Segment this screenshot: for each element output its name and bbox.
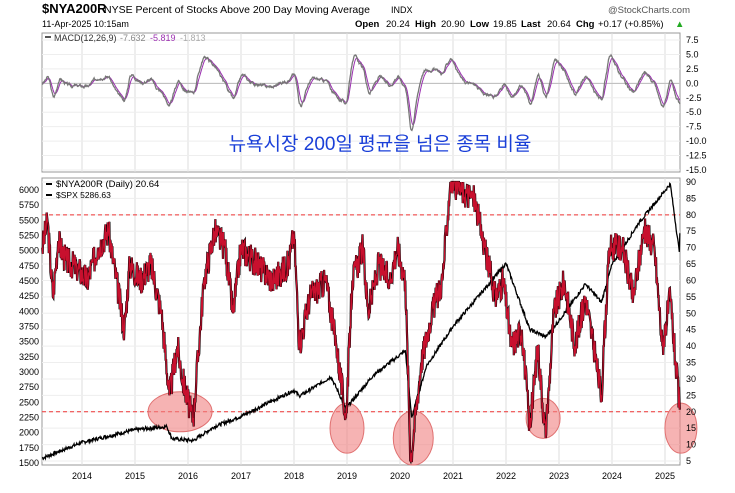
macd-y-tick-label: -2.5 bbox=[686, 93, 702, 103]
macd-y-tick-label: -10.0 bbox=[686, 136, 707, 146]
svg-text:$SPX 5286.63: $SPX 5286.63 bbox=[56, 190, 111, 200]
x-tick-label: 2018 bbox=[284, 471, 304, 481]
macd-y-tick-label: -7.5 bbox=[686, 122, 702, 132]
korean-annotation: 뉴욕시장 200일 평균을 넘은 종목 비율 bbox=[229, 133, 532, 155]
right-y-tick-label: 75 bbox=[686, 226, 696, 236]
macd-y-tick-label: 0.0 bbox=[686, 78, 699, 88]
macd-line bbox=[41, 53, 681, 132]
x-tick-label: 2015 bbox=[125, 471, 145, 481]
svg-text:-7.632: -7.632 bbox=[120, 33, 146, 43]
right-y-tick-label: 35 bbox=[686, 358, 696, 368]
main-legend: $NYA200R (Daily) 20.64 $SPX 5286.63 bbox=[46, 179, 159, 200]
right-y-tick-label: 20 bbox=[686, 407, 696, 417]
right-y-tick-label: 50 bbox=[686, 308, 696, 318]
left-y-tick-label: 4250 bbox=[19, 291, 39, 301]
x-tick-label: 2025 bbox=[655, 471, 675, 481]
x-tick-label: 2022 bbox=[496, 471, 516, 481]
right-y-tick-label: 90 bbox=[686, 177, 696, 187]
left-y-tick-label: 3250 bbox=[19, 352, 39, 362]
right-y-tick-label: 80 bbox=[686, 210, 696, 220]
right-y-tick-label: 55 bbox=[686, 292, 696, 302]
left-y-tick-label: 3000 bbox=[19, 367, 39, 377]
left-y-tick-label: 5250 bbox=[19, 231, 39, 241]
svg-text:Low: Low bbox=[470, 19, 490, 30]
symbol: $NYA200R bbox=[42, 1, 107, 16]
left-y-tick-label: 5500 bbox=[19, 215, 39, 225]
macd-y-tick-label: -15.0 bbox=[686, 165, 707, 175]
x-tick-label: 2014 bbox=[72, 471, 92, 481]
left-y-tick-label: 3750 bbox=[19, 322, 39, 332]
right-y-tick-label: 60 bbox=[686, 275, 696, 285]
low-highlight-circle bbox=[147, 391, 213, 433]
right-y-tick-label: 45 bbox=[686, 325, 696, 335]
left-y-tick-label: 2000 bbox=[19, 428, 39, 438]
macd-legend: MACD(12,26,9) -7.632 -5.819 -1.813 bbox=[45, 33, 206, 43]
left-y-tick-label: 2500 bbox=[19, 397, 39, 407]
right-y-tick-label: 10 bbox=[686, 440, 696, 450]
x-tick-label: 2024 bbox=[602, 471, 622, 481]
date: 11-Apr-2025 10:15am bbox=[42, 19, 129, 29]
left-y-tick-label: 5750 bbox=[19, 200, 39, 210]
macd-y-tick-label: -5.0 bbox=[686, 107, 702, 117]
macd-y-tick-label: -12.5 bbox=[686, 151, 707, 161]
svg-text:20.90: 20.90 bbox=[441, 19, 465, 30]
svg-text:Chg: Chg bbox=[576, 19, 595, 30]
left-y-tick-label: 1750 bbox=[19, 443, 39, 453]
svg-text:+0.17 (+0.85%): +0.17 (+0.85%) bbox=[598, 19, 664, 30]
svg-text:-1.813: -1.813 bbox=[180, 33, 206, 43]
svg-text:Last: Last bbox=[521, 19, 541, 30]
left-y-tick-label: 3500 bbox=[19, 337, 39, 347]
right-y-tick-label: 70 bbox=[686, 243, 696, 253]
x-tick-label: 2020 bbox=[390, 471, 410, 481]
quote-summary: Open 20.24 High 20.90 Low 19.85 Last 20.… bbox=[355, 19, 684, 30]
x-tick-label: 2017 bbox=[231, 471, 251, 481]
exchange: INDX bbox=[391, 5, 413, 15]
nya200r-line bbox=[41, 181, 681, 463]
right-y-tick-label: 25 bbox=[686, 390, 696, 400]
spx-line bbox=[41, 181, 681, 461]
svg-text:High: High bbox=[415, 19, 436, 30]
x-tick-label: 2016 bbox=[178, 471, 198, 481]
brand: @StockCharts.com bbox=[608, 5, 690, 16]
svg-text:20.64: 20.64 bbox=[547, 19, 571, 30]
left-y-tick-label: 6000 bbox=[19, 185, 39, 195]
svg-text:MACD(12,26,9): MACD(12,26,9) bbox=[54, 33, 117, 43]
macd-signal-line bbox=[42, 57, 681, 126]
right-y-tick-label: 85 bbox=[686, 193, 696, 203]
description: NYSE Percent of Stocks Above 200 Day Mov… bbox=[104, 4, 370, 16]
left-y-tick-label: 2250 bbox=[19, 413, 39, 423]
x-tick-label: 2023 bbox=[549, 471, 569, 481]
left-y-tick-label: 4750 bbox=[19, 261, 39, 271]
right-y-tick-label: 65 bbox=[686, 259, 696, 269]
svg-text:Open: Open bbox=[355, 19, 379, 30]
up-arrow-icon: ▲ bbox=[675, 19, 684, 30]
macd-panel bbox=[41, 32, 681, 173]
left-y-tick-label: 1500 bbox=[19, 458, 39, 468]
left-y-tick-label: 4000 bbox=[19, 306, 39, 316]
x-tick-label: 2019 bbox=[337, 471, 357, 481]
svg-text:20.24: 20.24 bbox=[386, 19, 410, 30]
x-tick-label: 2021 bbox=[443, 471, 463, 481]
left-y-tick-label: 5000 bbox=[19, 246, 39, 256]
price-panel bbox=[41, 177, 681, 466]
macd-y-tick-label: 2.5 bbox=[686, 64, 699, 74]
left-y-tick-label: 4500 bbox=[19, 276, 39, 286]
right-y-tick-label: 5 bbox=[686, 456, 691, 466]
right-y-tick-label: 15 bbox=[686, 423, 696, 433]
low-highlight-circle bbox=[664, 402, 698, 454]
svg-text:-5.819: -5.819 bbox=[150, 33, 176, 43]
macd-y-tick-label: 5.0 bbox=[686, 49, 699, 59]
macd-y-tick-label: 7.5 bbox=[686, 35, 699, 45]
right-y-tick-label: 30 bbox=[686, 374, 696, 384]
left-y-tick-label: 2750 bbox=[19, 382, 39, 392]
svg-text:$NYA200R (Daily) 20.64: $NYA200R (Daily) 20.64 bbox=[56, 179, 159, 190]
right-y-tick-label: 40 bbox=[686, 341, 696, 351]
svg-text:19.85: 19.85 bbox=[493, 19, 517, 30]
